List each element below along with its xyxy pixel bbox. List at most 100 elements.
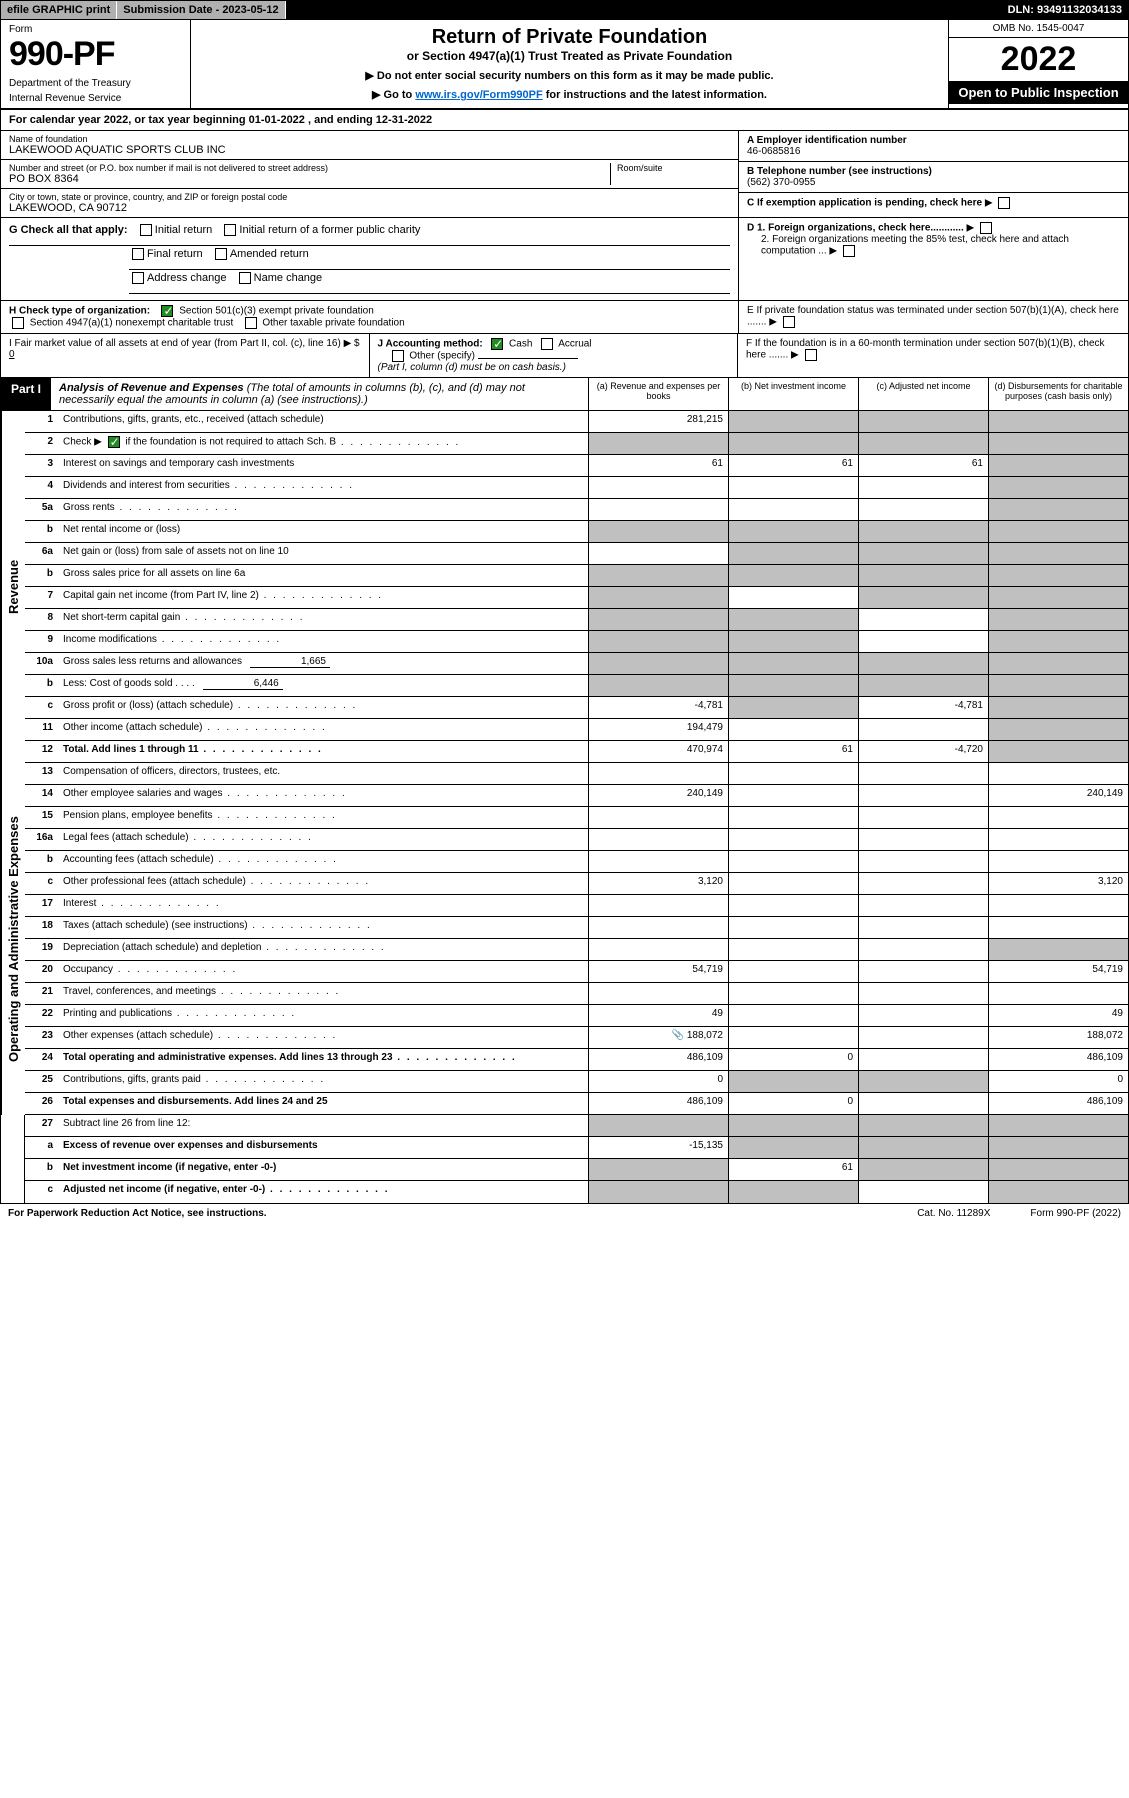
row-21: 21Travel, conferences, and meetings bbox=[25, 983, 1128, 1005]
amended-checkbox[interactable] bbox=[215, 248, 227, 260]
addr-box: Number and street (or P.O. box number if… bbox=[1, 160, 738, 189]
h-label: H Check type of organization: bbox=[9, 306, 150, 317]
open-inspection: Open to Public Inspection bbox=[949, 81, 1128, 104]
header-left: Form 990-PF Department of the Treasury I… bbox=[1, 20, 191, 108]
501c3-checkbox[interactable] bbox=[161, 305, 173, 317]
row-16b: bAccounting fees (attach schedule) bbox=[25, 851, 1128, 873]
accrual-checkbox[interactable] bbox=[541, 338, 553, 350]
cat-number: Cat. No. 11289X bbox=[917, 1208, 990, 1219]
c-label: C If exemption application is pending, c… bbox=[747, 198, 982, 209]
form-header: Form 990-PF Department of the Treasury I… bbox=[1, 20, 1128, 110]
row-2: 2Check ▶ if the foundation is not requir… bbox=[25, 433, 1128, 455]
goto-note: ▶ Go to www.irs.gov/Form990PF for instru… bbox=[197, 88, 942, 101]
row-4: 4Dividends and interest from securities bbox=[25, 477, 1128, 499]
row-10c: cGross profit or (loss) (attach schedule… bbox=[25, 697, 1128, 719]
city-label: City or town, state or province, country… bbox=[9, 192, 730, 202]
revenue-side-label: Revenue bbox=[1, 411, 25, 763]
row-16a: 16aLegal fees (attach schedule) bbox=[25, 829, 1128, 851]
i-label: I Fair market value of all assets at end… bbox=[9, 338, 360, 349]
row-27b: bNet investment income (if negative, ent… bbox=[25, 1159, 1128, 1181]
submission-date: Submission Date - 2023-05-12 bbox=[117, 1, 285, 19]
goto-pre: ▶ Go to bbox=[372, 89, 415, 101]
expense-rows: 13Compensation of officers, directors, t… bbox=[25, 763, 1128, 1115]
ein-value: 46-0685816 bbox=[747, 146, 800, 157]
initial-former-checkbox[interactable] bbox=[224, 224, 236, 236]
form-word: Form bbox=[9, 24, 182, 35]
row-17: 17Interest bbox=[25, 895, 1128, 917]
dept-treasury: Department of the Treasury bbox=[9, 78, 182, 89]
4947-label: Section 4947(a)(1) nonexempt charitable … bbox=[30, 318, 233, 329]
name-label: Name of foundation bbox=[9, 134, 730, 144]
other-method-checkbox[interactable] bbox=[392, 350, 404, 362]
omb-number: OMB No. 1545-0047 bbox=[949, 20, 1128, 38]
expense-side-label: Operating and Administrative Expenses bbox=[1, 763, 25, 1115]
row-11: 11Other income (attach schedule)194,479 bbox=[25, 719, 1128, 741]
i-value: 0 bbox=[9, 349, 15, 360]
col-d-header: (d) Disbursements for charitable purpose… bbox=[988, 378, 1128, 410]
irs-link[interactable]: www.irs.gov/Form990PF bbox=[415, 89, 542, 101]
g-h-section: G Check all that apply: Initial return I… bbox=[1, 218, 1128, 301]
j-label: J Accounting method: bbox=[378, 339, 483, 350]
e-checkbox[interactable] bbox=[783, 316, 795, 328]
info-right: A Employer identification number 46-0685… bbox=[738, 131, 1128, 217]
initial-return-checkbox[interactable] bbox=[140, 224, 152, 236]
room-label: Room/suite bbox=[617, 163, 730, 173]
sch-b-checkbox[interactable] bbox=[108, 436, 120, 448]
d-section: D 1. Foreign organizations, check here..… bbox=[738, 218, 1128, 300]
j-section: J Accounting method: Cash Accrual Other … bbox=[370, 334, 739, 377]
name-change-checkbox[interactable] bbox=[239, 272, 251, 284]
city-box: City or town, state or province, country… bbox=[1, 189, 738, 217]
addr-change-label: Address change bbox=[147, 272, 227, 293]
row-13: 13Compensation of officers, directors, t… bbox=[25, 763, 1128, 785]
d1-checkbox[interactable] bbox=[980, 222, 992, 234]
4947-checkbox[interactable] bbox=[12, 317, 24, 329]
foundation-addr: PO BOX 8364 bbox=[9, 173, 610, 185]
h-left: H Check type of organization: Section 50… bbox=[1, 301, 738, 333]
ein-label: A Employer identification number bbox=[747, 135, 907, 146]
f-section: F If the foundation is in a 60-month ter… bbox=[738, 334, 1128, 377]
other-method-label: Other (specify) bbox=[409, 351, 475, 362]
final-return-checkbox[interactable] bbox=[132, 248, 144, 260]
j-note: (Part I, column (d) must be on cash basi… bbox=[378, 362, 566, 373]
e-section: E If private foundation status was termi… bbox=[738, 301, 1128, 333]
attachment-icon[interactable]: 📎 bbox=[672, 1030, 684, 1041]
d2-label: 2. Foreign organizations meeting the 85%… bbox=[761, 234, 1069, 257]
addr-label: Number and street (or P.O. box number if… bbox=[9, 163, 610, 173]
row-8: 8Net short-term capital gain bbox=[25, 609, 1128, 631]
row-5b: bNet rental income or (loss) bbox=[25, 521, 1128, 543]
form-container: efile GRAPHIC print Submission Date - 20… bbox=[0, 0, 1129, 1204]
tax-year: 2022 bbox=[949, 38, 1128, 81]
phone-value: (562) 370-0955 bbox=[747, 177, 815, 188]
expense-table: Operating and Administrative Expenses 13… bbox=[1, 763, 1128, 1115]
row-15: 15Pension plans, employee benefits bbox=[25, 807, 1128, 829]
row-10a: 10aGross sales less returns and allowanc… bbox=[25, 653, 1128, 675]
row-19: 19Depreciation (attach schedule) and dep… bbox=[25, 939, 1128, 961]
row-25: 25Contributions, gifts, grants paid00 bbox=[25, 1071, 1128, 1093]
other-tax-checkbox[interactable] bbox=[245, 317, 257, 329]
row-16c: cOther professional fees (attach schedul… bbox=[25, 873, 1128, 895]
dln-label: DLN: 93491132034133 bbox=[1002, 1, 1128, 19]
row-26: 26Total expenses and disbursements. Add … bbox=[25, 1093, 1128, 1115]
row-10b: bLess: Cost of goods sold . . . .6,446 bbox=[25, 675, 1128, 697]
form-number: 990-PF bbox=[9, 35, 182, 74]
d2-checkbox[interactable] bbox=[843, 245, 855, 257]
col-a-header: (a) Revenue and expenses per books bbox=[588, 378, 728, 410]
addr-change-checkbox[interactable] bbox=[132, 272, 144, 284]
row-6a: 6aNet gain or (loss) from sale of assets… bbox=[25, 543, 1128, 565]
row-1: 1Contributions, gifts, grants, etc., rec… bbox=[25, 411, 1128, 433]
cash-checkbox[interactable] bbox=[491, 338, 503, 350]
row-12: 12Total. Add lines 1 through 11470,97461… bbox=[25, 741, 1128, 763]
c-checkbox[interactable] bbox=[998, 197, 1010, 209]
info-section: Name of foundation LAKEWOOD AQUATIC SPOR… bbox=[1, 131, 1128, 218]
f-checkbox[interactable] bbox=[805, 349, 817, 361]
row-9: 9Income modifications bbox=[25, 631, 1128, 653]
part1-label: Part I bbox=[1, 378, 51, 410]
initial-return-label: Initial return bbox=[155, 224, 212, 245]
d1-label: D 1. Foreign organizations, check here..… bbox=[747, 223, 964, 234]
final-rows: 27Subtract line 26 from line 12: aExcess… bbox=[1, 1115, 1128, 1203]
top-bar: efile GRAPHIC print Submission Date - 20… bbox=[1, 1, 1128, 20]
501c3-label: Section 501(c)(3) exempt private foundat… bbox=[179, 306, 374, 317]
name-box: Name of foundation LAKEWOOD AQUATIC SPOR… bbox=[1, 131, 738, 160]
amended-label: Amended return bbox=[230, 248, 309, 269]
c-box: C If exemption application is pending, c… bbox=[739, 193, 1128, 213]
